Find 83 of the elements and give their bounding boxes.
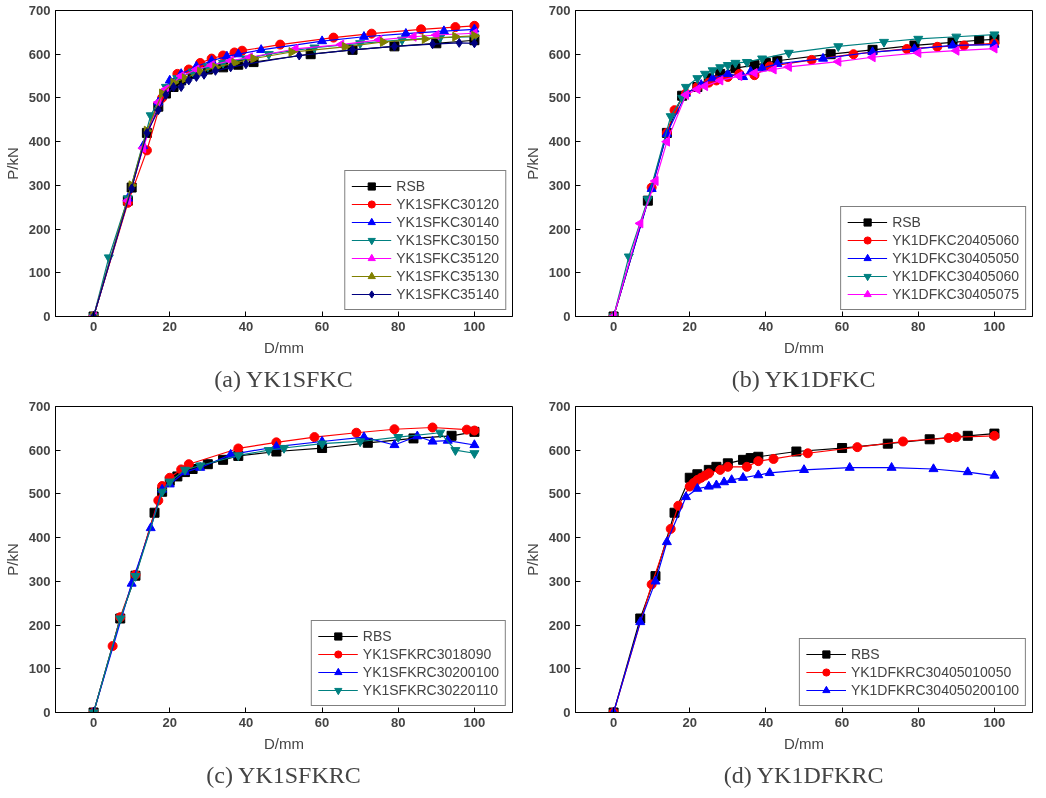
y-axis-title: P/kN (523, 543, 541, 576)
y-tick-label: 500 (28, 90, 51, 106)
x-tick-label: 60 (314, 714, 330, 730)
y-tick-label: 500 (28, 486, 51, 502)
legend-label: YK1SFKC35140 (396, 285, 499, 303)
x-axis-title: D/mm (264, 734, 304, 752)
legend-label: YK1SFKC30140 (396, 213, 499, 231)
y-tick-label: 600 (28, 442, 51, 458)
y-tick-label: 400 (28, 530, 51, 546)
text: (a) YK1SFKC (214, 365, 353, 392)
y-tick-label: 300 (28, 573, 51, 589)
x-tick-label: 60 (834, 714, 850, 730)
y-tick-label: 200 (28, 221, 51, 237)
legend-label: YK1DFKC30405050 (892, 249, 1019, 267)
legend-label: YK1SFKC35130 (396, 267, 499, 285)
legend-label: YK1DFKC30405075 (892, 285, 1019, 303)
x-tick-label: 20 (162, 318, 177, 334)
legend-label: YK1DFKC30405060 (892, 267, 1019, 285)
x-tick-label: 0 (609, 318, 618, 334)
y-tick-label: 400 (28, 134, 51, 150)
y-tick-label: 700 (28, 3, 51, 18)
text: (b) YK1DFKC (731, 365, 876, 392)
y-tick-label: 100 (28, 265, 51, 281)
y-tick-label: 200 (548, 617, 571, 633)
x-tick-label: 60 (314, 318, 330, 334)
y-axis-title: P/kN (3, 543, 21, 576)
y-tick-label: 200 (548, 221, 571, 237)
x-tick-label: 40 (758, 318, 774, 334)
legend-label: YK1SFKC30150 (396, 231, 499, 249)
y-tick-label: 400 (548, 134, 571, 150)
y-tick-label: 600 (28, 46, 51, 62)
y-tick-label: 700 (28, 399, 51, 414)
x-tick-label: 40 (758, 714, 774, 730)
y-tick-label: 300 (548, 177, 571, 193)
y-tick-label: 300 (548, 573, 571, 589)
x-tick-label: 100 (463, 318, 486, 334)
legend-label: YK1DFKRC30405010050 (850, 663, 1012, 681)
y-tick-label: 100 (548, 265, 571, 281)
legend-label: RBS (362, 627, 392, 645)
x-tick-label: 100 (463, 714, 486, 730)
text: (c) YK1SFKRC (206, 761, 361, 788)
y-tick-label: 100 (548, 661, 571, 677)
legend-label: YK1SFKRC30200100 (362, 663, 499, 681)
text: (d) YK1DFKRC (723, 761, 884, 788)
legend-label: YK1SFKC35120 (396, 249, 499, 267)
x-tick-label: 80 (911, 714, 926, 730)
x-tick-label: 100 (983, 318, 1006, 334)
y-tick-label: 700 (548, 399, 571, 414)
x-tick-label: 0 (89, 318, 98, 334)
x-tick-label: 40 (238, 714, 254, 730)
x-tick-label: 60 (834, 318, 850, 334)
x-axis-title: D/mm (264, 338, 304, 356)
y-axis-title: P/kN (523, 147, 541, 180)
legend-label: RSB (892, 213, 921, 231)
y-tick-label: 500 (548, 90, 571, 106)
legend-label: YK1SFKRC30220110 (362, 681, 498, 699)
y-tick-label: 600 (548, 442, 571, 458)
legend-label: YK1DFKRC304050200100 (850, 681, 1019, 699)
y-tick-label: 200 (28, 617, 51, 633)
x-tick-label: 80 (391, 714, 406, 730)
x-tick-label: 0 (609, 714, 618, 730)
legend-label: YK1SFKC30120 (396, 195, 499, 213)
x-axis-title: D/mm (784, 734, 824, 752)
legend-label: RBS (850, 645, 880, 663)
y-tick-label: 700 (548, 3, 571, 18)
legend-label: YK1DFKC20405060 (892, 231, 1019, 249)
y-tick-label: 600 (548, 46, 571, 62)
x-tick-label: 40 (238, 318, 254, 334)
x-tick-label: 20 (162, 714, 177, 730)
legend-label: RSB (396, 177, 426, 195)
x-tick-label: 20 (682, 714, 697, 730)
y-tick-label: 400 (548, 530, 571, 546)
x-tick-label: 80 (911, 318, 926, 334)
y-tick-label: 100 (28, 661, 51, 677)
x-tick-label: 20 (682, 318, 697, 334)
y-tick-label: 500 (548, 486, 571, 502)
x-tick-label: 100 (983, 714, 1006, 730)
y-axis-title: P/kN (3, 147, 21, 180)
y-tick-label: 300 (28, 177, 51, 193)
legend-label: YK1SFKRC3018090 (362, 645, 492, 663)
x-tick-label: 80 (391, 318, 406, 334)
x-tick-label: 0 (89, 714, 98, 730)
x-axis-title: D/mm (784, 338, 824, 356)
